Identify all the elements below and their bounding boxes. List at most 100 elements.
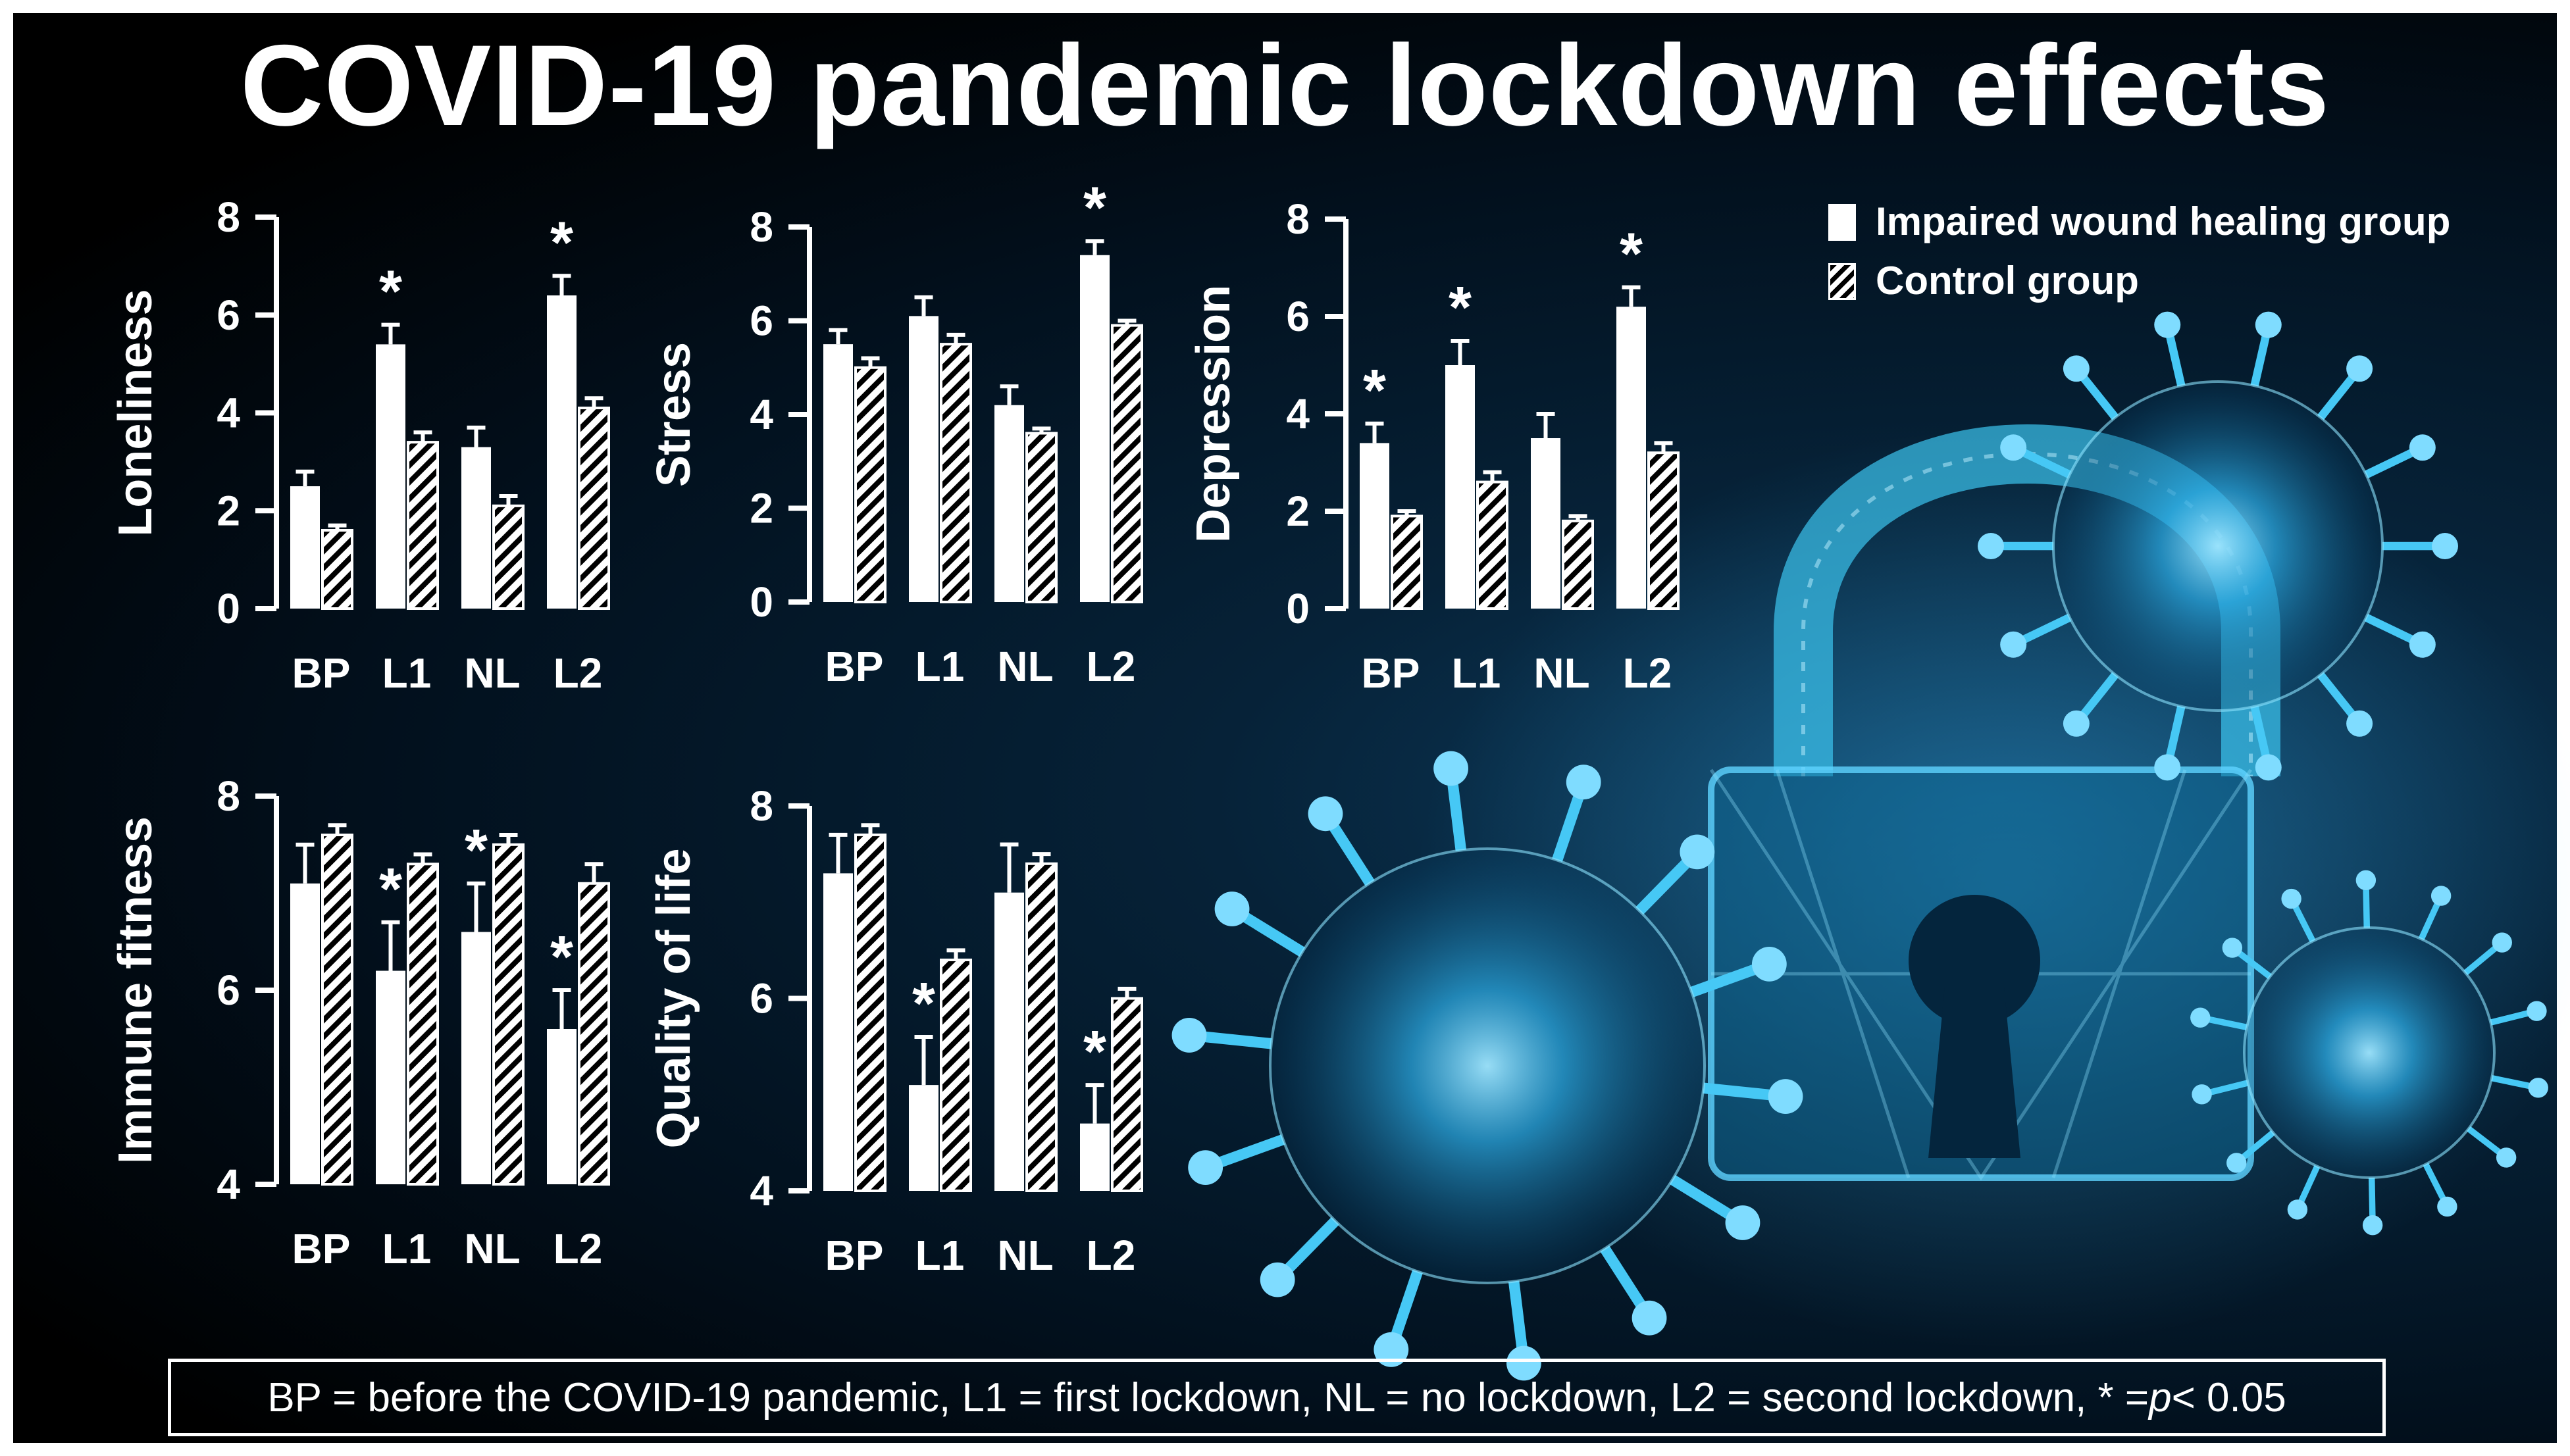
chart-immune-fitness: Immune fitness 4 6 8 BP * L1 * NL * L2	[109, 772, 610, 1272]
bar-impaired	[376, 344, 405, 609]
bar-control	[1025, 432, 1058, 603]
bar-control	[492, 843, 525, 1186]
x-tick-label: NL	[464, 1225, 520, 1272]
bar-control	[940, 343, 972, 603]
y-axis-label: Depression	[1187, 285, 1240, 543]
x-tick-label: L1	[382, 1225, 432, 1272]
y-axis-label: Immune fitness	[109, 816, 162, 1164]
bar-impaired	[1445, 365, 1475, 609]
bar-control	[1562, 519, 1594, 610]
y-tick-label: 0	[750, 578, 773, 626]
y-tick-label: 6	[750, 297, 773, 345]
y-tick-label: 6	[217, 291, 240, 339]
x-tick-label: L2	[553, 649, 603, 697]
bar-impaired	[547, 295, 577, 609]
legend-label-impaired: Impaired wound healing group	[1876, 199, 2451, 243]
bar-impaired	[823, 344, 853, 602]
bar-impaired	[909, 316, 938, 602]
significance-marker: *	[1620, 222, 1643, 288]
x-tick-label: L2	[1087, 1232, 1136, 1279]
bar-impaired	[994, 405, 1024, 602]
bar-control	[492, 504, 525, 610]
x-tick-label: BP	[1362, 649, 1420, 697]
x-tick-label: NL	[464, 649, 520, 697]
x-tick-label: BP	[825, 643, 884, 690]
y-tick-label: 6	[1286, 293, 1310, 340]
significance-marker: *	[912, 971, 935, 1037]
x-tick-label: L2	[553, 1225, 603, 1272]
bar-control	[578, 882, 610, 1186]
y-tick-label: 2	[217, 487, 240, 534]
x-tick-label: L1	[915, 643, 965, 690]
legend-swatch-control	[1828, 263, 1856, 300]
bar-impaired	[1080, 1123, 1110, 1191]
chart-depression: Depression 0 2 4 6 8 * BP * L1 NL * L2	[1187, 195, 1680, 697]
virus-icon	[1171, 751, 1803, 1381]
bar-control	[321, 834, 353, 1186]
bar-control	[940, 959, 972, 1192]
y-tick-label: 8	[217, 772, 240, 820]
y-tick-label: 4	[217, 389, 240, 437]
x-tick-label: NL	[997, 643, 1053, 690]
bar-control	[1647, 451, 1680, 611]
bar-impaired	[994, 892, 1024, 1191]
x-tick-label: NL	[997, 1232, 1053, 1279]
bar-impaired	[290, 883, 320, 1184]
virus-icon	[2190, 870, 2548, 1236]
x-tick-label: L1	[1452, 649, 1501, 697]
bar-control	[1476, 480, 1508, 610]
bar-impaired	[461, 447, 491, 609]
y-tick-label: 4	[750, 391, 773, 438]
y-axis-label: Quality of life	[648, 848, 700, 1148]
x-tick-label: L2	[1623, 649, 1672, 697]
x-tick-label: L2	[1087, 643, 1136, 690]
chart-quality-of-life: Quality of life 4 6 8 BP * L1 NL * L2	[648, 782, 1143, 1279]
x-tick-label: BP	[292, 1225, 351, 1272]
y-tick-label: 4	[1286, 390, 1310, 438]
footnote-threshold: < 0.05	[2171, 1374, 2286, 1420]
bar-control	[1111, 997, 1143, 1192]
significance-marker: *	[465, 818, 488, 884]
legend-label-control: Control group	[1876, 259, 2139, 303]
y-tick-label: 6	[217, 966, 240, 1014]
x-tick-label: BP	[825, 1232, 884, 1279]
page-title: COVID-19 pandemic lockdown effects	[240, 22, 2330, 150]
x-tick-label: NL	[1533, 649, 1589, 697]
bar-control	[407, 863, 439, 1186]
y-tick-label: 0	[217, 585, 240, 632]
bar-control	[578, 407, 610, 610]
chart-stress: Stress 0 2 4 6 8 BP L1 NL * L2	[648, 175, 1143, 690]
bar-control	[854, 833, 887, 1192]
bar-impaired	[461, 932, 491, 1184]
bar-impaired	[1360, 443, 1389, 609]
y-tick-label: 6	[750, 975, 773, 1022]
bar-control	[321, 529, 353, 610]
y-tick-label: 8	[750, 203, 773, 251]
footnote-p: p	[2149, 1374, 2172, 1420]
y-tick-label: 4	[750, 1167, 773, 1215]
bar-impaired	[547, 1029, 577, 1184]
bar-control	[854, 366, 887, 603]
x-tick-label: BP	[292, 649, 351, 697]
y-tick-label: 2	[1286, 488, 1310, 535]
bar-control	[1391, 515, 1423, 611]
legend-swatch-impaired	[1828, 204, 1856, 241]
y-tick-label: 8	[750, 782, 773, 830]
x-tick-label: L1	[382, 649, 432, 697]
y-tick-label: 2	[750, 485, 773, 532]
bar-impaired	[1531, 438, 1560, 609]
significance-marker: *	[1449, 275, 1472, 341]
y-axis-label: Stress	[648, 342, 700, 487]
bar-impaired	[909, 1085, 938, 1191]
y-axis-label: Loneliness	[109, 289, 162, 536]
bar-control	[1111, 324, 1143, 603]
y-tick-label: 8	[1286, 195, 1310, 243]
bar-impaired	[376, 970, 405, 1184]
significance-marker: *	[379, 857, 402, 922]
significance-marker: *	[379, 259, 402, 325]
virus-icon	[1978, 311, 2458, 781]
significance-marker: *	[550, 210, 573, 276]
